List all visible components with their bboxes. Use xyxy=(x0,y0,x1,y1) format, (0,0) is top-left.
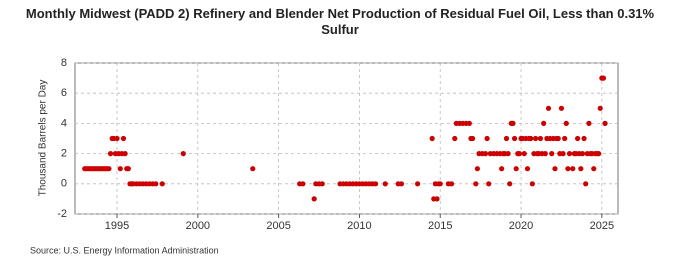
x-tick-label: 2005 xyxy=(266,220,290,232)
data-point xyxy=(125,166,131,172)
data-point xyxy=(153,181,159,187)
y-tick-label: 2 xyxy=(61,148,67,160)
data-point xyxy=(555,135,561,142)
data-point xyxy=(537,135,544,142)
data-point xyxy=(448,181,455,187)
data-point xyxy=(596,151,602,157)
data-point xyxy=(434,196,440,202)
data-point xyxy=(602,120,608,126)
data-point xyxy=(122,151,128,157)
data-point xyxy=(541,120,547,126)
data-point xyxy=(415,181,421,187)
data-point xyxy=(300,181,306,187)
data-point xyxy=(542,151,548,157)
data-point xyxy=(521,151,527,157)
data-point xyxy=(474,166,481,172)
data-point xyxy=(529,181,535,187)
data-point xyxy=(560,151,566,157)
data-point xyxy=(505,151,511,157)
data-point xyxy=(437,181,443,187)
data-point xyxy=(117,166,123,172)
y-tick-label: 8 xyxy=(61,57,67,69)
data-point xyxy=(579,151,586,157)
data-point xyxy=(311,196,317,202)
data-point xyxy=(452,135,458,142)
data-point xyxy=(597,105,603,111)
data-point xyxy=(484,135,490,142)
source-note: Source: U.S. Energy Information Administ… xyxy=(30,245,219,255)
x-tick-label: 2000 xyxy=(186,220,210,232)
data-point xyxy=(507,181,513,187)
data-point xyxy=(499,166,505,172)
data-point xyxy=(106,166,112,172)
y-tick-label: -2 xyxy=(57,208,67,220)
data-point xyxy=(120,135,127,142)
data-point xyxy=(563,120,569,126)
data-point xyxy=(581,135,587,142)
data-point xyxy=(503,135,510,142)
data-point xyxy=(114,135,120,142)
data-point xyxy=(558,105,565,111)
data-point xyxy=(473,181,479,187)
data-point xyxy=(466,120,472,126)
data-point xyxy=(511,135,518,142)
data-point xyxy=(562,135,568,142)
data-point xyxy=(486,181,492,187)
data-point xyxy=(482,151,489,157)
data-point xyxy=(516,151,523,157)
data-point xyxy=(578,166,584,172)
data-point xyxy=(570,166,576,172)
y-tick-label: 6 xyxy=(61,87,67,99)
data-point xyxy=(159,181,165,187)
x-tick-label: 2020 xyxy=(509,220,533,232)
data-point xyxy=(583,181,589,187)
data-point xyxy=(549,151,555,157)
data-point xyxy=(250,166,256,172)
data-point xyxy=(600,75,607,81)
data-point xyxy=(319,181,325,187)
x-tick-label: 2015 xyxy=(428,220,452,232)
data-point xyxy=(510,120,516,126)
data-point xyxy=(528,135,534,142)
data-point xyxy=(574,135,581,142)
data-point xyxy=(566,151,573,157)
data-point xyxy=(513,166,519,172)
data-point xyxy=(545,105,552,111)
y-tick-label: 4 xyxy=(61,117,67,129)
data-point xyxy=(524,166,531,172)
data-point xyxy=(591,166,597,172)
data-point xyxy=(469,135,476,142)
x-tick-label: 2010 xyxy=(347,220,371,232)
data-point xyxy=(586,120,592,126)
data-point xyxy=(565,166,571,172)
data-point xyxy=(372,181,379,187)
data-point xyxy=(107,151,114,157)
y-axis-label: Thousand Barrels per Day xyxy=(38,80,49,197)
data-point xyxy=(398,181,405,187)
data-point xyxy=(180,151,186,157)
data-point xyxy=(382,181,388,187)
data-point xyxy=(429,135,435,142)
chart-title: Monthly Midwest (PADD 2) Refinery and Bl… xyxy=(25,6,655,37)
x-tick-label: 1995 xyxy=(105,220,129,232)
data-point xyxy=(532,135,539,142)
y-tick-label: 0 xyxy=(61,178,67,190)
x-tick-label: 2025 xyxy=(590,220,614,232)
data-point xyxy=(552,166,558,172)
